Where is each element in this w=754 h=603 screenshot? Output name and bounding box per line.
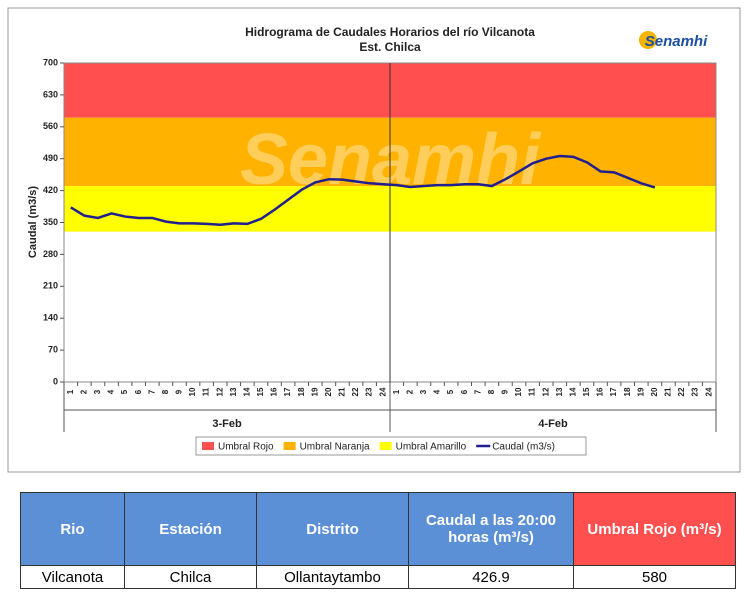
y-tick-label: 0 bbox=[53, 376, 58, 386]
y-tick-label: 490 bbox=[43, 153, 58, 163]
logo-sun bbox=[639, 31, 657, 49]
x-tick-label: 23 bbox=[365, 387, 374, 396]
cell: Ollantaytambo bbox=[256, 565, 409, 589]
cell: Vilcanota bbox=[20, 565, 125, 589]
x-tick-label: 11 bbox=[202, 387, 211, 396]
x-tick-label: 19 bbox=[636, 387, 645, 396]
y-tick-label: 210 bbox=[43, 281, 58, 291]
y-tick-label: 70 bbox=[48, 344, 58, 354]
x-tick-label: 4 bbox=[433, 389, 442, 394]
chart-title: Hidrograma de Caudales Horarios del río … bbox=[245, 25, 535, 39]
x-tick-label: 14 bbox=[242, 387, 251, 396]
x-tick-label: 20 bbox=[650, 387, 659, 396]
x-tick-label: 3 bbox=[93, 389, 102, 394]
x-tick-label: 19 bbox=[310, 387, 319, 396]
y-tick-label: 630 bbox=[43, 89, 58, 99]
header-cell: Umbral Rojo (m³/s) bbox=[573, 492, 736, 566]
legend-label: Caudal (m3/s) bbox=[492, 442, 555, 453]
x-tick-label: 16 bbox=[270, 387, 279, 396]
x-tick-label: 5 bbox=[120, 389, 129, 394]
table: Rio Estación Distrito Caudal a las 20:00… bbox=[20, 492, 736, 589]
x-tick-label: 8 bbox=[161, 389, 170, 394]
y-tick-label: 280 bbox=[43, 249, 58, 259]
x-tick-label: 15 bbox=[582, 387, 591, 396]
legend-label: Umbral Rojo bbox=[218, 442, 274, 453]
x-tick-label: 24 bbox=[378, 387, 387, 396]
x-tick-label: 13 bbox=[229, 387, 238, 396]
y-tick-label: 420 bbox=[43, 185, 58, 195]
legend-swatch bbox=[379, 442, 392, 450]
x-tick-label: 20 bbox=[324, 387, 333, 396]
x-tick-label: 12 bbox=[541, 387, 550, 396]
x-tick-label: 22 bbox=[351, 387, 360, 396]
chart-subtitle: Est. Chilca bbox=[359, 40, 421, 54]
x-tick-label: 7 bbox=[147, 389, 156, 394]
logo: Senamhi bbox=[645, 33, 708, 50]
x-tick-label: 1 bbox=[66, 389, 75, 394]
legend-swatch bbox=[202, 442, 214, 450]
header-cell: Caudal a las 20:00 horas (m³/s) bbox=[408, 492, 574, 566]
x-tick-label: 15 bbox=[256, 387, 265, 396]
x-tick-label: 21 bbox=[664, 387, 673, 396]
x-tick-label: 7 bbox=[473, 389, 482, 394]
x-tick-label: 18 bbox=[297, 387, 306, 396]
header-cell: Estación bbox=[124, 492, 257, 566]
series-line bbox=[70, 154, 656, 227]
group-label: 4-Feb bbox=[538, 418, 568, 430]
legend-swatch bbox=[283, 442, 296, 450]
x-tick-label: 6 bbox=[134, 389, 143, 394]
legend-label: Umbral Amarillo bbox=[396, 442, 467, 453]
x-tick-label: 18 bbox=[623, 387, 632, 396]
x-tick-label: 16 bbox=[596, 387, 605, 396]
cell: 580 bbox=[573, 565, 736, 589]
watermark: Senamhi bbox=[240, 120, 542, 200]
x-tick-label: 22 bbox=[677, 387, 686, 396]
x-tick-label: 21 bbox=[338, 387, 347, 396]
cell: 426.9 bbox=[408, 565, 574, 589]
header-cell: Distrito bbox=[256, 492, 409, 566]
chart: Hidrograma de Caudales Horarios del río … bbox=[7, 7, 741, 473]
x-tick-label: 2 bbox=[79, 389, 88, 394]
x-tick-label: 10 bbox=[188, 387, 197, 396]
x-tick-label: 9 bbox=[175, 389, 184, 394]
header-cell: Rio bbox=[20, 492, 125, 566]
y-tick-label: 700 bbox=[43, 57, 58, 67]
table-row: Vilcanota Chilca Ollantaytambo 426.9 580 bbox=[20, 565, 736, 589]
table-header: Rio Estación Distrito Caudal a las 20:00… bbox=[20, 492, 736, 566]
x-tick-label: 12 bbox=[215, 387, 224, 396]
x-tick-label: 1 bbox=[392, 389, 401, 394]
x-tick-label: 8 bbox=[487, 389, 496, 394]
legend: Umbral Rojo Umbral Naranja Umbral Amarillo… bbox=[195, 436, 587, 456]
x-tick-label: 6 bbox=[460, 389, 469, 394]
legend-label: Umbral Naranja bbox=[300, 442, 370, 453]
y-axis-title: Caudal (m3/s) bbox=[27, 186, 39, 258]
x-tick-label: 24 bbox=[704, 387, 713, 396]
x-tick-label: 10 bbox=[514, 387, 523, 396]
x-tick-label: 23 bbox=[691, 387, 700, 396]
x-tick-label: 3 bbox=[419, 389, 428, 394]
x-tick-label: 2 bbox=[405, 389, 414, 394]
x-tick-label: 14 bbox=[568, 387, 577, 396]
x-tick-label: 5 bbox=[446, 389, 455, 394]
y-tick-label: 560 bbox=[43, 121, 58, 131]
group-label: 3-Feb bbox=[212, 418, 242, 430]
y-tick-label: 140 bbox=[43, 313, 58, 323]
x-tick-label: 17 bbox=[283, 387, 292, 396]
x-tick-label: 17 bbox=[609, 387, 618, 396]
x-tick-label: 4 bbox=[107, 389, 116, 394]
x-tick-label: 11 bbox=[528, 387, 537, 396]
y-tick-label: 350 bbox=[43, 217, 58, 227]
x-tick-label: 13 bbox=[555, 387, 564, 396]
cell: Chilca bbox=[124, 565, 257, 589]
x-tick-label: 9 bbox=[501, 389, 510, 394]
